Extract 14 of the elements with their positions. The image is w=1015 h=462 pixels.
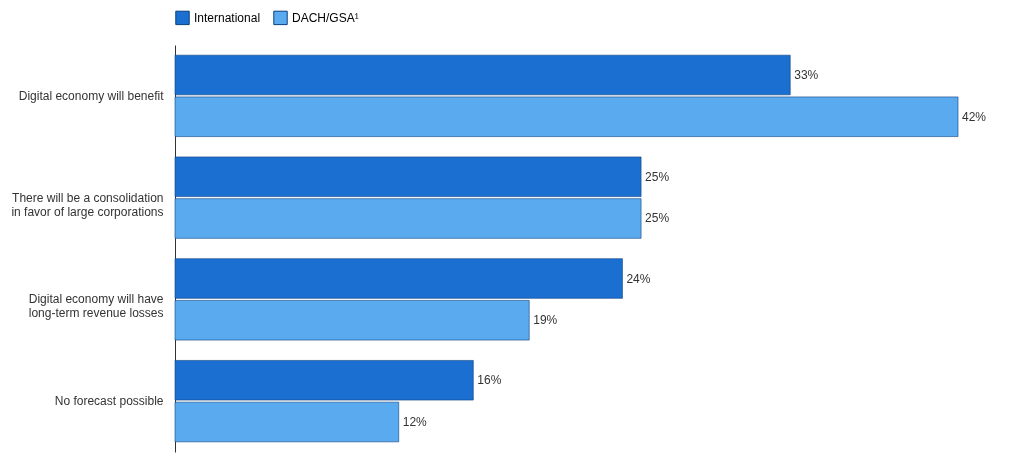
data-label: 12% bbox=[402, 415, 428, 429]
data-label: 16% bbox=[477, 373, 502, 388]
data-label: 25% bbox=[645, 211, 670, 226]
data-label: 19% bbox=[533, 313, 558, 328]
legend-label: DACH/GSA¹ bbox=[292, 10, 359, 25]
data-label: 24% bbox=[626, 271, 651, 286]
data-label: 42% bbox=[962, 109, 987, 124]
data-label: 33% bbox=[794, 68, 819, 82]
legend-label: International bbox=[194, 10, 261, 25]
y-tick-label: No forecast possible bbox=[54, 394, 164, 409]
y-tick-label: Digital economy will have long-term revenue losses bbox=[28, 292, 164, 321]
data-label: 25% bbox=[645, 169, 670, 184]
y-tick-label: Digital economy will benefit bbox=[18, 88, 165, 103]
y-tick-label: There will be a consolidation in favor of large corporations bbox=[11, 190, 164, 219]
